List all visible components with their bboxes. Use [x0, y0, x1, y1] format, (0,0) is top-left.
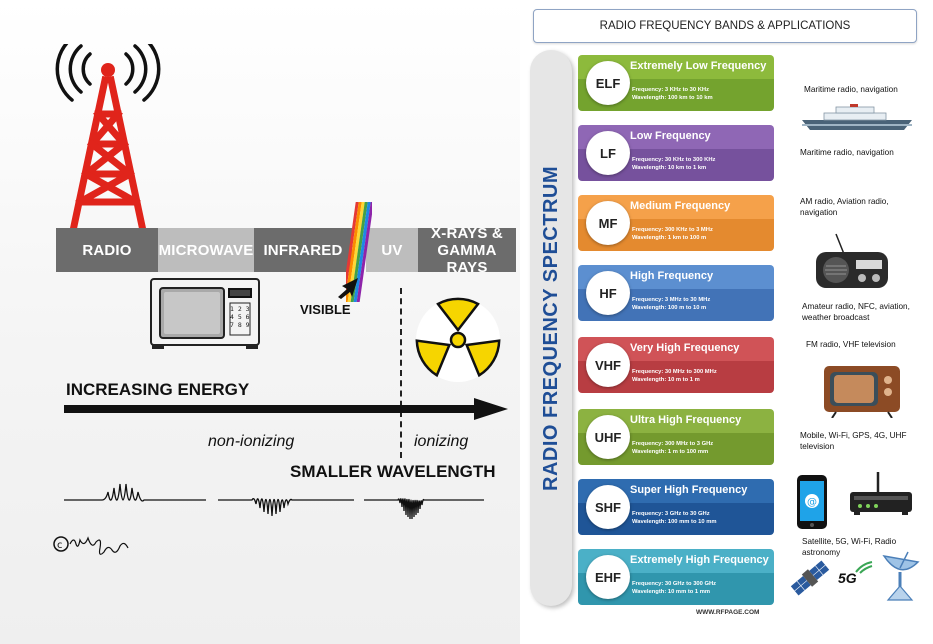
source-credit: WWW.RFPAGE.COM	[696, 609, 760, 616]
band-hf: HF High Frequency Frequency: 3 MHz to 30…	[578, 265, 774, 321]
5g-logo: 5G	[838, 570, 857, 586]
band-abbr: LF	[586, 131, 630, 175]
app-lf: Maritime radio, navigation	[800, 148, 894, 157]
band-name: Extremely Low Frequency	[630, 60, 767, 72]
energy-arrow-icon	[64, 398, 508, 420]
app-shf-ehf: Satellite, 5G, Wi-Fi, Radio astronomy	[802, 537, 897, 557]
band-abbr: MF	[586, 201, 630, 245]
ionizing-label: ionizing	[414, 433, 469, 450]
svg-text:@: @	[807, 497, 817, 508]
band-name: Extremely High Frequency	[630, 554, 769, 566]
copyright-signature-icon: c	[53, 536, 129, 555]
microwave-oven-icon	[150, 278, 260, 349]
wifi-router-icon	[850, 472, 912, 515]
5g-signal-icon	[855, 561, 873, 574]
radio-tower-icon	[55, 44, 161, 231]
spectrum-xray-label: X-RAYS &	[431, 224, 503, 242]
band-frequency: Frequency: 30 KHz to 300 KHz	[632, 157, 716, 163]
app-mf: AM radio, Aviation radio, navigation	[800, 197, 889, 217]
band-frequency: Frequency: 3 KHz to 30 KHz	[632, 87, 709, 93]
smaller-wavelength-label: SMALLER WAVELENGTH	[290, 462, 496, 481]
band-name: Ultra High Frequency	[630, 414, 742, 426]
band-wavelength: Wavelength: 100 mm to 10 mm	[632, 519, 717, 525]
tv-icon	[824, 366, 900, 418]
band-name: Medium Frequency	[630, 200, 731, 212]
band-frequency: Frequency: 30 GHz to 300 GHz	[632, 581, 717, 587]
band-details: Frequency: 30 MHz to 300 MHz Wavelength: …	[632, 368, 717, 384]
spectrum-uv: UV	[366, 228, 418, 272]
spectrum-xray-gamma: X-RAYS & GAMMA RAYS	[418, 224, 516, 276]
svg-text:c: c	[57, 540, 63, 551]
band-wavelength: Wavelength: 10 mm to 1 mm	[632, 589, 711, 595]
app-uhf: Mobile, Wi-Fi, GPS, 4G, UHF television	[800, 431, 907, 451]
band-mf: MF Medium Frequency Frequency: 300 KHz t…	[578, 195, 774, 251]
band-abbr: HF	[586, 271, 630, 315]
em-spectrum-panel: RADIO MICROWAVE INFRARED UV X-RAYS & GAM…	[0, 0, 520, 644]
spectrum-infrared: INFRARED	[254, 228, 352, 272]
band-details: Frequency: 3 KHz to 30 KHz Wavelength: 10…	[632, 86, 713, 102]
non-ionizing-label: non-ionizing	[208, 433, 295, 450]
band-lf: LF Low Frequency Frequency: 30 KHz to 30…	[578, 125, 774, 181]
band-wavelength: Wavelength: 100 m to 10 m	[632, 305, 707, 311]
band-wavelength: Wavelength: 100 km to 10 km	[632, 95, 713, 101]
band-abbr: UHF	[586, 415, 630, 459]
ionizing-divider	[400, 288, 402, 458]
band-wavelength: Wavelength: 1 m to 100 mm	[632, 449, 709, 455]
band-name: Very High Frequency	[630, 342, 740, 354]
band-uhf: UHF Ultra High Frequency Frequency: 300 …	[578, 409, 774, 465]
spectrum-radio: RADIO	[56, 228, 158, 272]
app-vhf: FM radio, VHF television	[806, 340, 896, 349]
smartphone-icon: @	[797, 475, 827, 529]
radio-telescope-icon	[882, 551, 920, 601]
pointer-arrow-icon	[338, 278, 358, 299]
app-elf: Maritime radio, navigation	[804, 85, 898, 94]
band-abbr: VHF	[586, 343, 630, 387]
band-details: Frequency: 30 KHz to 300 KHz Wavelength: …	[632, 156, 715, 172]
keypad-row: 1 2 3	[230, 305, 250, 313]
chart-title-box: RADIO FREQUENCY BANDS & APPLICATIONS	[533, 9, 917, 43]
am-radio-icon	[816, 233, 888, 288]
app-hf: Amateur radio, NFC, aviation, weather br…	[802, 302, 910, 322]
band-name: High Frequency	[630, 270, 714, 282]
keypad-row: 4 5 6	[230, 313, 250, 321]
band-details: Frequency: 30 GHz to 300 GHz Wavelength: …	[632, 580, 716, 596]
keypad-row: 7 8 9	[230, 321, 250, 329]
band-frequency: Frequency: 3 GHz to 30 GHz	[632, 511, 710, 517]
band-wavelength: Wavelength: 1 km to 100 m	[632, 235, 707, 241]
band-elf: ELF Extremely Low Frequency Frequency: 3…	[578, 55, 774, 111]
band-wavelength: Wavelength: 10 km to 1 km	[632, 165, 707, 171]
band-ehf: EHF Extremely High Frequency Frequency: …	[578, 549, 774, 605]
microwave-keypad: 1 2 3 4 5 6 7 8 9	[230, 305, 250, 329]
band-details: Frequency: 3 GHz to 30 GHz Wavelength: 10…	[632, 510, 717, 526]
spectrum-microwave: MICROWAVE	[158, 228, 254, 272]
chart-title: RADIO FREQUENCY BANDS & APPLICATIONS	[599, 20, 851, 32]
band-details: Frequency: 300 KHz to 3 MHz Wavelength: 1…	[632, 226, 713, 242]
visible-label: VISIBLE	[300, 302, 351, 317]
band-name: Super High Frequency	[630, 484, 748, 496]
increasing-energy-label: INCREASING ENERGY	[66, 380, 250, 399]
radiation-icon	[415, 297, 501, 382]
band-frequency: Frequency: 3 MHz to 30 MHz	[632, 297, 711, 303]
visible-rainbow-icon	[346, 202, 372, 302]
band-details: Frequency: 3 MHz to 30 MHz Wavelength: 10…	[632, 296, 710, 312]
spectrum-spine	[530, 50, 572, 606]
band-wavelength: Wavelength: 10 m to 1 m	[632, 377, 700, 383]
band-abbr: EHF	[586, 555, 630, 599]
band-name: Low Frequency	[630, 130, 711, 142]
spectrum-spine-label: RADIO FREQUENCY SPECTRUM	[530, 50, 572, 606]
wave-packets-icon	[64, 483, 484, 520]
band-frequency: Frequency: 300 MHz to 3 GHz	[632, 441, 714, 447]
band-frequency: Frequency: 30 MHz to 300 MHz	[632, 369, 717, 375]
band-vhf: VHF Very High Frequency Frequency: 30 MH…	[578, 337, 774, 393]
ship-icon	[802, 104, 912, 130]
spine-title: RADIO FREQUENCY SPECTRUM	[539, 165, 562, 491]
spectrum-gamma-label: GAMMA RAYS	[437, 241, 497, 276]
satellite-icon	[790, 560, 830, 596]
band-shf: SHF Super High Frequency Frequency: 3 GH…	[578, 479, 774, 535]
band-frequency: Frequency: 300 KHz to 3 MHz	[632, 227, 713, 233]
band-abbr: ELF	[586, 61, 630, 105]
band-abbr: SHF	[586, 485, 630, 529]
band-details: Frequency: 300 MHz to 3 GHz Wavelength: 1…	[632, 440, 713, 456]
